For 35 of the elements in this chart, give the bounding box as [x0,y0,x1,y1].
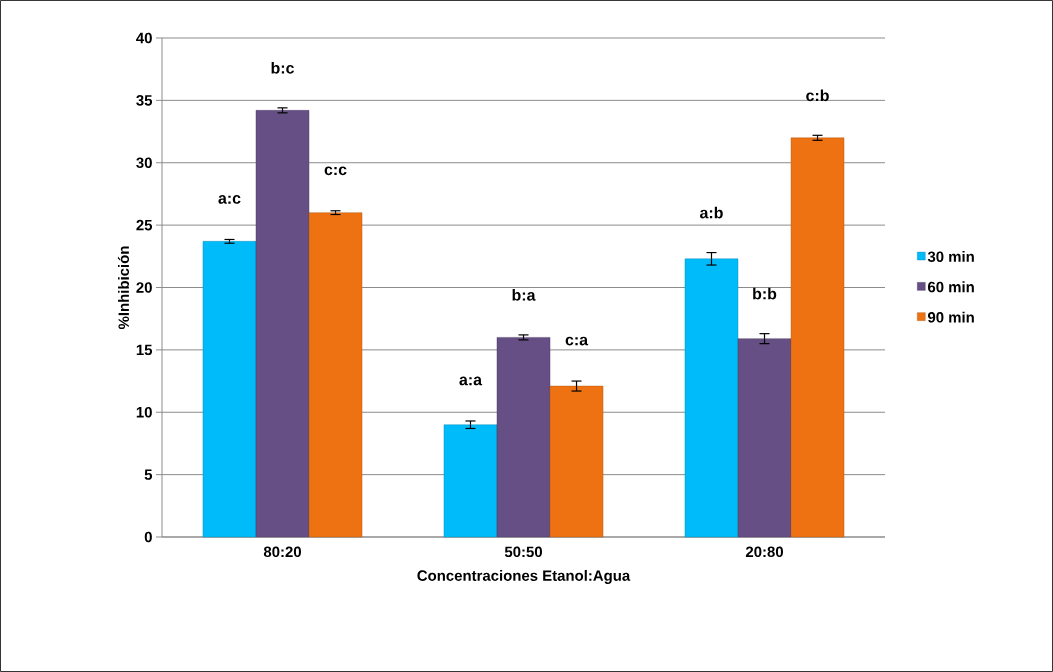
annotation: a:a [459,376,483,386]
x-tick-label: 50:50 [504,546,542,558]
bar [496,337,551,538]
x-tick-label: 20:80 [745,546,783,558]
bar [737,338,792,538]
annotation: b:b [753,287,777,300]
y-tick-label: 35 [136,95,153,106]
annotation: c:c [324,166,347,176]
y-tick-label: 25 [136,219,153,231]
y-tick-label: 0 [144,531,152,543]
y-tick-label: 40 [136,32,152,44]
y-tick-label: 30 [136,157,152,169]
legend-label: 60 min [927,281,974,293]
x-axis-title: Concentraciones Etanol:Agua [417,569,631,584]
bar [308,212,363,538]
legend-label: 30 min [927,251,974,263]
annotation: b:a [512,289,536,301]
legend-label: 90 min [927,311,974,323]
bar [443,424,498,538]
y-tick-label: 10 [136,406,152,418]
bar [549,385,604,538]
bar [790,137,845,538]
annotation: b:c [271,62,294,74]
y-tick-label: 20 [136,282,152,293]
y-tick-label: 5 [144,469,153,480]
bar [255,110,310,538]
bar [202,241,257,538]
y-tick-label: 15 [136,344,153,356]
y-axis-title: %Inhibición [117,246,130,330]
annotation: a:b [700,206,723,219]
x-tick-label: 80:20 [263,546,301,558]
annotation: c:b [806,89,829,102]
annotation: c:a [565,336,589,346]
bar [684,258,739,538]
annotation: a:c [218,195,241,204]
